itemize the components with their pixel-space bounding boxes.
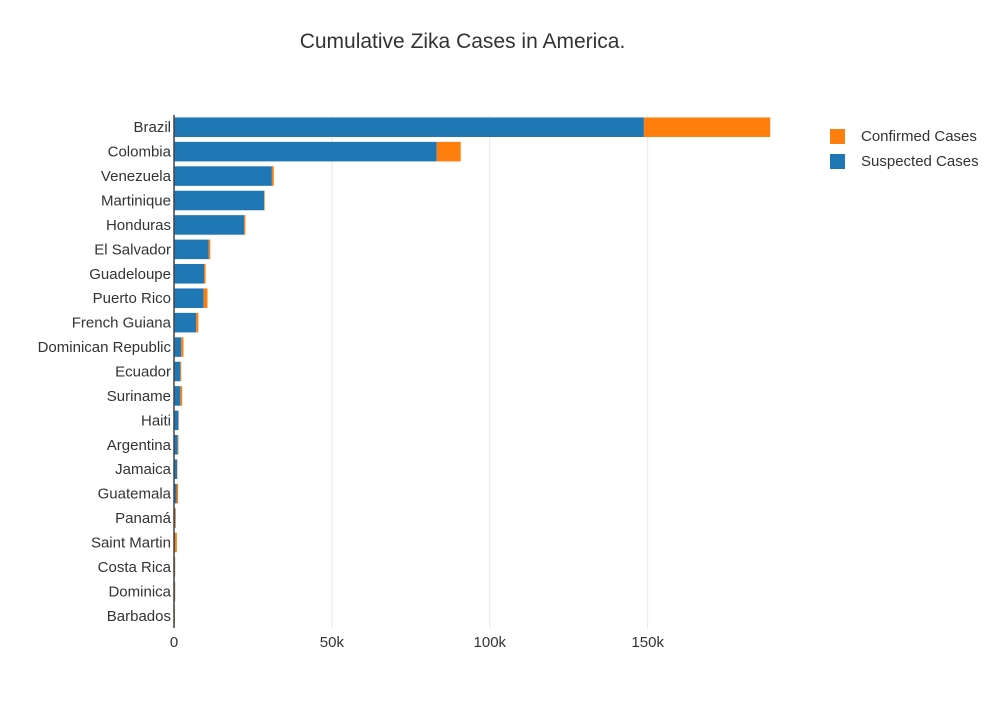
category-label: Jamaica: [115, 461, 172, 478]
category-label: Haiti: [141, 412, 171, 429]
legend-label: Suspected Cases: [861, 153, 979, 170]
bar-segment[interactable]: [174, 288, 204, 308]
bar-segment[interactable]: [180, 361, 182, 382]
bar-segment[interactable]: [175, 508, 176, 528]
bar-segment[interactable]: [181, 337, 184, 357]
category-label: Colombia: [108, 144, 172, 161]
category-label: Panamá: [115, 510, 172, 527]
chart-title: Cumulative Zika Cases in America.: [299, 30, 626, 53]
bar-segment[interactable]: [203, 288, 208, 308]
bar-segment[interactable]: [643, 117, 771, 137]
bar-segment[interactable]: [180, 386, 183, 406]
bar-segment[interactable]: [174, 312, 197, 333]
bar-segment[interactable]: [436, 141, 461, 162]
legend-label: Confirmed Cases: [861, 128, 977, 145]
category-label: Barbados: [107, 608, 171, 625]
category-label: Honduras: [106, 217, 171, 234]
bar-segment[interactable]: [204, 264, 206, 284]
category-labels: Brazil Colombia Venezuela Martinique Hondura…: [38, 119, 172, 625]
bar-segment[interactable]: [174, 361, 181, 382]
legend-item[interactable]: Suspected Cases: [830, 149, 979, 174]
category-label: El Salvador: [94, 241, 171, 258]
bar-segment[interactable]: [244, 215, 246, 235]
category-label: Dominica: [108, 583, 171, 600]
category-label: Saint Martin: [91, 535, 171, 552]
bar-segment[interactable]: [208, 239, 211, 260]
bar-segment[interactable]: [174, 190, 265, 211]
category-label: Dominican Republic: [38, 339, 172, 356]
bar-segment[interactable]: [174, 483, 177, 504]
bar-segment[interactable]: [271, 166, 274, 186]
bar-segment[interactable]: [174, 239, 209, 260]
bar-segment[interactable]: [174, 264, 205, 284]
category-label: Guatemala: [98, 486, 172, 503]
bar-segment[interactable]: [196, 312, 199, 333]
bar-segment[interactable]: [264, 190, 265, 211]
category-label: Brazil: [133, 119, 171, 136]
x-tick-label: 100k: [474, 634, 507, 651]
x-axis-ticks: 0 50k 100k 150k: [170, 634, 665, 651]
bar-segment[interactable]: [174, 166, 272, 186]
bar-segment[interactable]: [174, 215, 245, 235]
category-label: Puerto Rico: [93, 290, 171, 307]
bar-segment[interactable]: [174, 117, 644, 137]
x-tick-label: 50k: [320, 634, 345, 651]
x-tick-label: 0: [170, 634, 178, 651]
gridlines: [331, 115, 649, 628]
bar-segment[interactable]: [174, 386, 181, 406]
category-label: Venezuela: [101, 168, 172, 185]
category-label: Guadeloupe: [89, 266, 171, 283]
legend: Confirmed Cases Suspected Cases: [830, 124, 979, 174]
bar-segment[interactable]: [176, 483, 179, 504]
legend-item[interactable]: Confirmed Cases: [830, 124, 979, 149]
category-label: Martinique: [101, 193, 171, 210]
category-label: French Guiana: [72, 315, 172, 332]
bars: [174, 117, 771, 626]
bar-segment[interactable]: [174, 337, 182, 357]
bar-segment[interactable]: [174, 410, 179, 431]
category-label: Suriname: [107, 388, 171, 405]
bar-segment[interactable]: [174, 435, 178, 455]
category-label: Costa Rica: [98, 559, 172, 576]
bar-segment[interactable]: [174, 532, 177, 553]
x-tick-label: 150k: [631, 634, 664, 651]
bar-segment[interactable]: [174, 141, 437, 162]
legend-swatch: [830, 154, 845, 169]
category-label: Argentina: [107, 437, 172, 454]
bar-segment[interactable]: [177, 435, 179, 455]
category-label: Ecuador: [115, 364, 171, 381]
legend-swatch: [830, 129, 845, 144]
bar-segment[interactable]: [174, 459, 178, 479]
